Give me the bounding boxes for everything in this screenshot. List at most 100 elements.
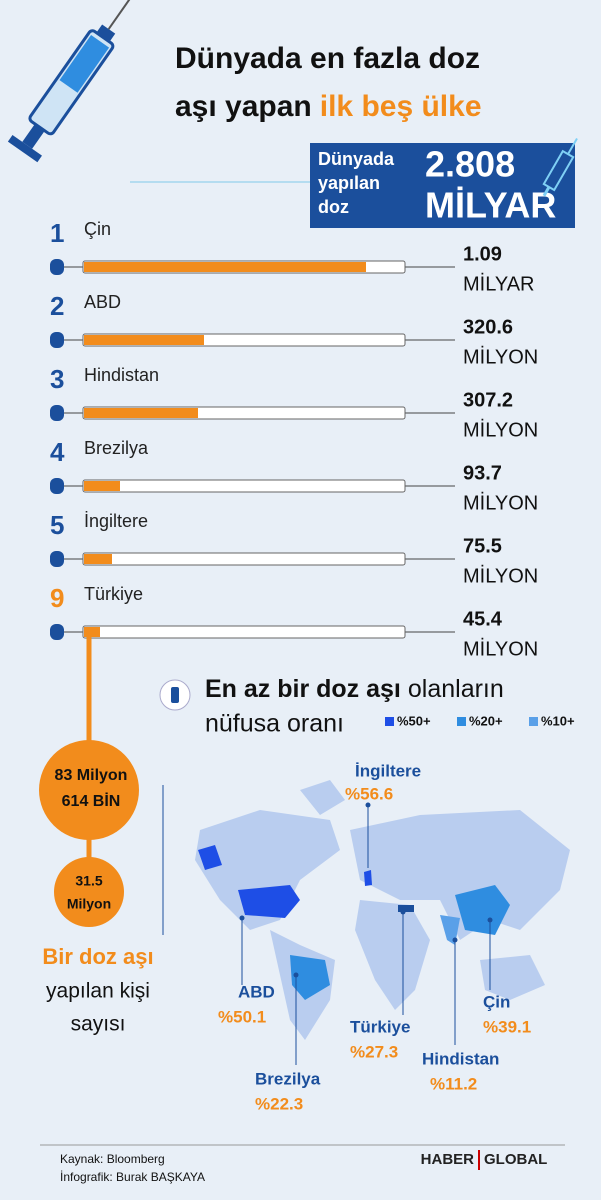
turkey — [398, 905, 414, 912]
land — [480, 955, 545, 1000]
value: 93.7 — [463, 462, 502, 484]
rank: 4 — [50, 437, 65, 467]
big-circle — [39, 740, 139, 840]
leader-dot — [365, 802, 371, 808]
people-first: 614 BİN — [62, 792, 121, 810]
land — [350, 810, 570, 940]
bar-track — [82, 625, 406, 639]
value: 307.2 — [463, 389, 513, 411]
map-country: Çin — [483, 992, 510, 1011]
map-percent: %56.6 — [345, 784, 393, 803]
rank: 3 — [50, 364, 64, 394]
legend-label: %50+ — [397, 713, 431, 728]
map-title: En az bir doz aşı olanların — [205, 675, 504, 703]
bar-track — [82, 552, 406, 566]
country-name: Hindistan — [84, 365, 159, 385]
credit: İnfografik: Burak BAŞKAYA — [60, 1170, 205, 1184]
small-circle — [54, 857, 124, 927]
map-percent: %27.3 — [350, 1042, 398, 1061]
value: 1.09 — [463, 243, 502, 265]
bar-fill — [84, 262, 366, 272]
value: 75.5 — [463, 535, 502, 557]
map-country: Hindistan — [422, 1049, 499, 1068]
people-first: 83 Milyon — [55, 767, 128, 784]
rank: 1 — [50, 218, 64, 248]
title-line: aşı yapan ilk beş ülke — [175, 90, 482, 123]
caption: sayısı — [71, 1013, 126, 1036]
land — [355, 900, 430, 1010]
bar-fill — [84, 408, 198, 418]
leader-dot — [487, 917, 493, 923]
total-unit: MİLYAR — [425, 185, 556, 226]
knob — [50, 332, 64, 348]
syringe-icon — [542, 138, 578, 197]
unit: MİLYON — [463, 564, 538, 587]
caption: yapılan kişi — [46, 980, 150, 1003]
title-highlight: ilk beş ülke — [320, 90, 482, 123]
country-name: ABD — [84, 292, 121, 312]
map-country: Türkiye — [350, 1017, 410, 1036]
bar-track — [82, 479, 406, 493]
title-part: aşı yapan — [175, 90, 312, 123]
leader-dot — [400, 909, 406, 915]
total-label: doz — [318, 197, 349, 217]
caption: Bir doz aşı — [42, 944, 153, 969]
rank: 2 — [50, 291, 64, 321]
syringe — [7, 0, 144, 163]
vial-icon — [171, 687, 179, 703]
value: 320.6 — [463, 316, 513, 338]
country-name: Çin — [84, 219, 111, 239]
rank: 9 — [50, 583, 64, 613]
leader-dot — [293, 972, 299, 978]
map-title-bold: En az bir doz aşı — [205, 675, 401, 703]
usa — [238, 885, 300, 918]
unit: MİLYAR — [463, 272, 535, 295]
legend-swatch — [457, 717, 466, 726]
people-second: Milyon — [67, 896, 111, 912]
knob — [50, 478, 64, 494]
total-label: yapılan — [318, 173, 380, 193]
alaska — [198, 845, 222, 870]
total-box — [310, 143, 575, 228]
knob — [50, 624, 64, 640]
map-title: nüfusa oranı — [205, 710, 344, 738]
map-country: ABD — [238, 982, 275, 1001]
title-line: Dünyada en fazla doz — [175, 42, 480, 75]
leader-dot — [239, 915, 245, 921]
unit: MİLYON — [463, 345, 538, 368]
bar-fill — [84, 627, 100, 637]
unit: MİLYON — [463, 418, 538, 441]
unit: MİLYON — [463, 491, 538, 514]
knob — [50, 259, 64, 275]
land — [195, 810, 340, 930]
total-label: Dünyada — [318, 149, 395, 169]
legend-swatch — [385, 717, 394, 726]
source: Kaynak: Bloomberg — [60, 1152, 165, 1166]
bar-fill — [84, 481, 120, 491]
people-second: 31.5 — [75, 873, 102, 889]
country-name: Brezilya — [84, 438, 149, 458]
map-title-rest: olanların — [408, 675, 504, 703]
country-name: Türkiye — [84, 584, 143, 604]
bar-fill — [84, 335, 204, 345]
country-name: İngiltere — [84, 511, 148, 531]
map-percent: %22.3 — [255, 1094, 303, 1113]
unit: MİLYON — [463, 637, 538, 660]
map-percent: %11.2 — [430, 1074, 477, 1093]
china — [455, 885, 510, 935]
knob — [50, 551, 64, 567]
rank: 5 — [50, 510, 64, 540]
brand: HABER — [421, 1151, 475, 1168]
map-country: Brezilya — [255, 1069, 321, 1088]
leader-dot — [452, 937, 458, 943]
legend-label: %20+ — [469, 713, 503, 728]
knob — [50, 405, 64, 421]
map-percent: %50.1 — [218, 1007, 266, 1026]
legend-label: %10+ — [541, 713, 575, 728]
brazil — [290, 955, 330, 1000]
bar-fill — [84, 554, 112, 564]
uk — [364, 870, 372, 886]
map-country: İngiltere — [355, 761, 421, 780]
brand: GLOBAL — [484, 1151, 547, 1168]
